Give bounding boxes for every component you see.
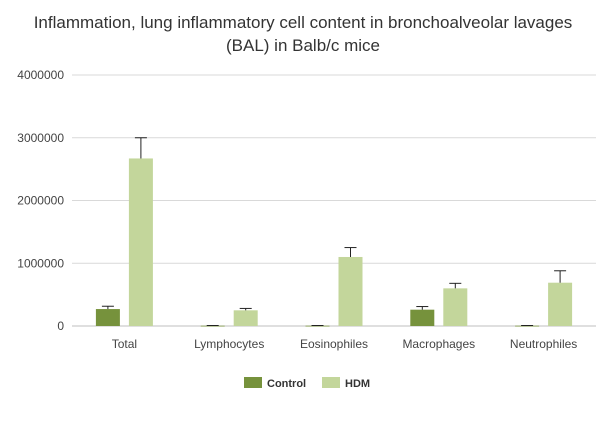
bar-control-total [95,309,120,326]
y-tick-label: 3000000 [17,131,64,145]
legend-label-control: Control [267,378,306,390]
error-bars [101,137,567,326]
x-tick-label: Total [112,337,137,351]
chart-title: Inflammation, lung inflammatory cell con… [34,13,573,55]
legend-swatch-hdm [322,377,340,388]
bars [95,158,573,327]
bar-hdm-macrophages [443,288,468,326]
bar-control-eosinophiles [305,325,330,327]
x-tick-label: Lymphocytes [194,337,264,351]
bar-control-neutrophiles [515,325,540,327]
y-tick-label: 1000000 [17,256,64,270]
x-tick-label: Macrophages [402,337,475,351]
gridlines [72,74,596,327]
y-tick-label: 0 [57,319,64,333]
y-axis-tick-labels: 0 1000000 2000000 3000000 4000000 [17,68,64,333]
bar-hdm-neutrophiles [548,282,573,326]
y-tick-label: 2000000 [17,194,64,208]
legend-swatch-control [244,377,262,388]
bar-hdm-eosinophiles [338,256,363,326]
bar-hdm-lymphocytes [233,310,258,326]
bar-control-lymphocytes [200,325,225,327]
x-tick-label: Eosinophiles [300,337,368,351]
x-axis-category-labels: Total Lymphocytes Eosinophiles Macrophages N… [112,337,578,351]
chart-title-line-1: Inflammation, lung inflammatory cell con… [34,13,573,32]
bar-control-macrophages [410,309,435,326]
y-tick-label: 4000000 [17,68,64,82]
bar-hdm-total [128,158,153,326]
chart-title-line-2: (BAL) in Balb/c mice [226,36,380,55]
legend: Control HDM [244,377,370,390]
legend-label-hdm: HDM [345,378,370,390]
x-tick-label: Neutrophiles [510,337,577,351]
